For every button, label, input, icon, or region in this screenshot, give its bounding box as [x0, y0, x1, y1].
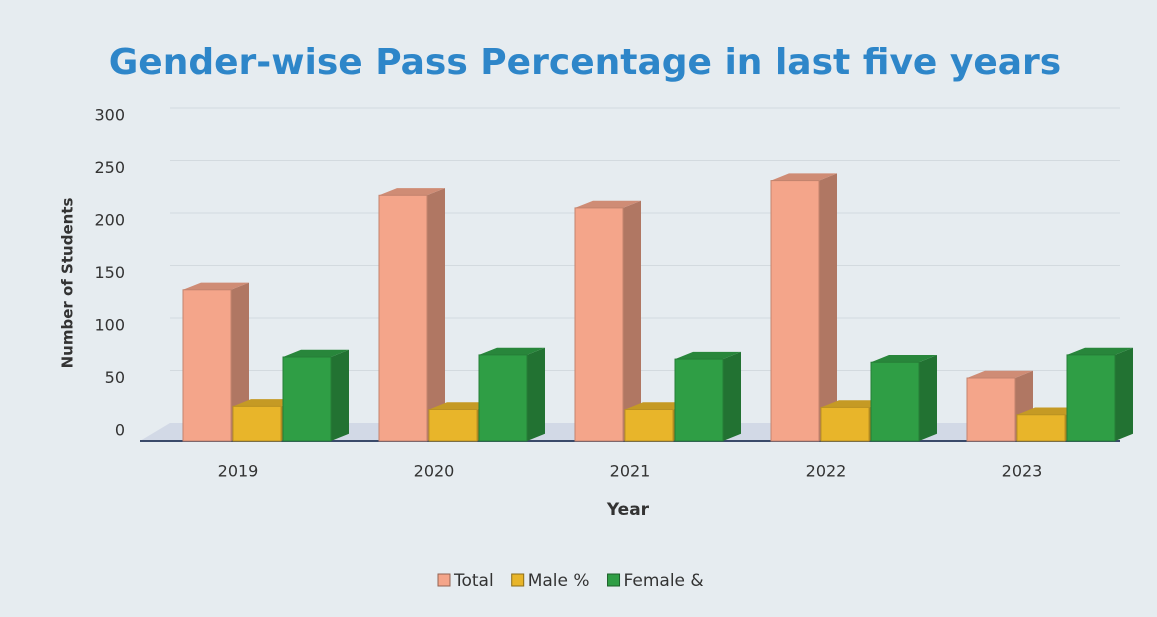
bar-side — [723, 351, 741, 441]
bar — [820, 406, 870, 442]
bar-top — [1067, 347, 1133, 355]
y-tick-label: 300 — [94, 106, 125, 125]
bar — [282, 356, 332, 442]
legend: Total Male % Female & — [437, 571, 704, 591]
bar-top — [183, 282, 249, 290]
bar — [574, 207, 624, 442]
y-tick-label: 150 — [94, 263, 125, 282]
bar — [478, 354, 528, 442]
bar-top — [871, 355, 937, 363]
chart-title: Gender-wise Pass Percentage in last five… — [109, 42, 1061, 83]
bar-side — [527, 347, 545, 441]
y-tick-label: 0 — [115, 421, 125, 440]
bar — [966, 377, 1016, 442]
bar-top — [479, 347, 545, 355]
bar — [870, 361, 920, 442]
bar-top — [675, 351, 741, 360]
bar — [428, 409, 478, 442]
bar-top — [967, 370, 1033, 378]
legend-swatch — [607, 573, 621, 587]
bar-top — [379, 188, 445, 196]
legend-label: Male % — [528, 571, 590, 591]
x-tick-label: 2021 — [610, 462, 651, 481]
bar-side — [231, 282, 249, 441]
legend-swatch — [511, 573, 525, 587]
bar-top — [283, 349, 349, 357]
bar-side — [819, 173, 837, 441]
bar-side — [919, 355, 937, 441]
y-axis-label: Number of Students — [59, 198, 77, 369]
bar-side — [1115, 347, 1133, 441]
bar — [1016, 414, 1066, 442]
y-tick-label: 250 — [94, 158, 125, 177]
y-tick-label: 200 — [94, 211, 125, 230]
legend-label: Total — [453, 571, 494, 591]
bar — [770, 180, 820, 442]
x-axis-label: Year — [606, 500, 650, 520]
bar — [232, 405, 282, 442]
bar — [1066, 354, 1116, 442]
x-tick-label: 2023 — [1002, 462, 1043, 481]
bar-side — [427, 188, 445, 441]
y-tick-label: 100 — [94, 316, 125, 335]
bar-side — [331, 349, 349, 441]
bar — [378, 194, 428, 442]
y-tick-label: 50 — [105, 368, 125, 387]
bar — [624, 409, 674, 442]
x-tick-label: 2022 — [806, 462, 847, 481]
legend-label: Female & — [624, 571, 704, 591]
legend-swatch — [437, 573, 451, 587]
x-tick-label: 2019 — [218, 462, 259, 481]
bar-side — [623, 200, 641, 441]
bar-top — [771, 173, 837, 181]
bar — [182, 289, 232, 442]
bar — [674, 358, 724, 442]
bar-top — [575, 200, 641, 208]
x-tick-label: 2020 — [414, 462, 455, 481]
